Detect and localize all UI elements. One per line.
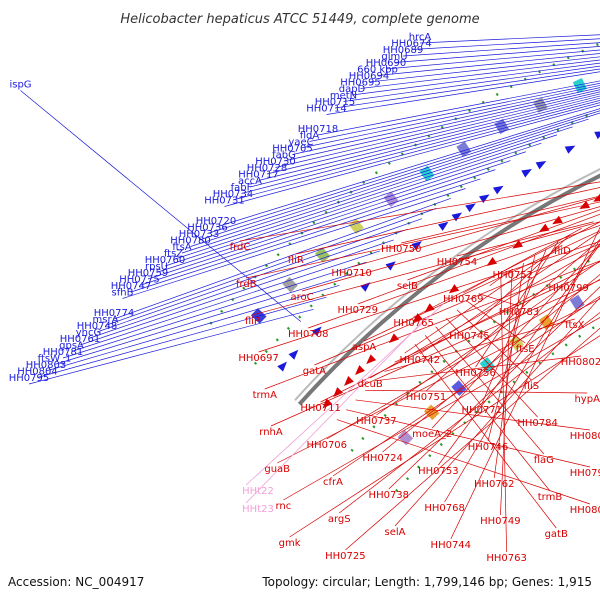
reverse-gene-label: selB xyxy=(397,281,418,292)
reverse-gene-arrow xyxy=(386,333,399,346)
reverse-gene-label: HH0745 xyxy=(449,331,490,342)
reverse-gene-arrow xyxy=(484,257,497,269)
reverse-gene-label: HH0762 xyxy=(474,479,515,490)
reverse-gene-label: trmB xyxy=(538,492,563,503)
reverse-gene-label: HH0754 xyxy=(437,257,478,268)
reverse-gene-label: HH0725 xyxy=(325,551,366,562)
forward-gene-arrow xyxy=(277,359,290,372)
reverse-gene-label: HH0769 xyxy=(443,294,484,305)
feature-tracks xyxy=(251,0,600,445)
reverse-gene-label: HH0744 xyxy=(431,540,472,551)
label-leader-line xyxy=(267,61,600,174)
reverse-gene-label: flaG xyxy=(534,455,554,466)
reverse-gene-label: ftsX xyxy=(565,320,584,331)
reverse-gene-label: trmA xyxy=(253,390,278,401)
label-leaders xyxy=(21,14,600,552)
reverse-gene-label: hypA xyxy=(574,394,600,405)
forward-gene-arrow xyxy=(565,142,578,154)
reverse-gene-label: selA xyxy=(385,527,406,538)
reverse-gene-label: HH0784 xyxy=(517,418,558,429)
reverse-gene-label: aroC xyxy=(290,292,313,303)
reverse-gene-label: HH0771 xyxy=(462,405,503,416)
reverse-gene-label: HH0697 xyxy=(238,353,279,364)
forward-gene-label: HH0795 xyxy=(9,373,50,384)
reverse-gene-label: HH0801 xyxy=(570,431,600,442)
label-leader-line xyxy=(271,110,600,426)
reverse-gene-label: moeA_2 xyxy=(412,429,452,440)
reverse-gene-label: fliS xyxy=(524,381,539,392)
reverse-gene-label: rnc xyxy=(276,501,292,512)
forward-gene-label: ispG xyxy=(9,80,31,91)
cog-block xyxy=(451,380,466,396)
reverse-gene-label: HH0750 xyxy=(381,244,422,255)
forward-gene-arrow xyxy=(493,182,506,194)
reverse-gene-label: aspA xyxy=(352,342,377,353)
reverse-gene-label: HH0765 xyxy=(393,318,434,329)
reverse-gene-arrow xyxy=(352,365,365,378)
reverse-gene-label: HH0799 xyxy=(548,283,589,294)
gene-labels: hrcAHH0674HH0689glmUHH0690660 kbpHH0694H… xyxy=(9,32,600,564)
reverse-gene-label: cfrA xyxy=(323,477,343,488)
label-leader-line xyxy=(21,91,301,322)
reverse-gene-label: gatB xyxy=(545,529,568,540)
reverse-gene-label: HH0729 xyxy=(338,305,379,316)
cog-block xyxy=(539,314,554,330)
reverse-gene-label: HH0783 xyxy=(499,307,540,318)
label-leader-line xyxy=(265,110,600,389)
forward-gene-arrow xyxy=(536,157,549,169)
reverse-gene-arrow xyxy=(341,376,354,389)
reverse-gene-label: HH0756 xyxy=(455,368,496,379)
label-leader-line xyxy=(365,390,587,393)
accession-text: Accession: NC_004917 xyxy=(8,575,144,589)
forward-gene-arrow xyxy=(521,166,534,178)
forward-gene-arrow xyxy=(289,347,302,360)
reverse-gene-label: HH0708 xyxy=(288,329,329,340)
reverse-gene-label: HH0746 xyxy=(468,442,509,453)
map-title: Helicobacter hepaticus ATCC 51449, compl… xyxy=(120,12,479,27)
forward-gene-label: sfhB xyxy=(112,288,134,299)
reverse-gene-label: gmk xyxy=(279,538,301,549)
reverse-gene-label: HH0724 xyxy=(362,453,403,464)
reverse-gene-label: HH0802 xyxy=(561,357,600,368)
reverse-gene-label: HH0706 xyxy=(307,440,348,451)
forward-gene-arrow xyxy=(594,128,600,140)
label-leader-line xyxy=(457,222,594,256)
reverse-gene-label: argS xyxy=(328,514,351,525)
reverse-gene-label: gatA xyxy=(303,366,326,377)
reverse-gene-label: HH0742 xyxy=(400,355,441,366)
forward-gene-label: HH0714 xyxy=(306,104,347,115)
reverse-gene-label: HH0711 xyxy=(300,403,341,414)
reverse-gene-label: HH0738 xyxy=(369,490,410,501)
reverse-gene-label: HH0710 xyxy=(331,268,372,279)
forward-gene-arrow xyxy=(465,200,478,212)
label-leader-line xyxy=(72,251,380,352)
forward-gene-label: HH0731 xyxy=(204,196,245,207)
reverse-gene-label: rnhA xyxy=(259,427,283,438)
reverse-gene-label: frdB xyxy=(236,279,257,290)
reverse-gene-label: HH0751 xyxy=(406,392,447,403)
rna-gene-label: HHt22 xyxy=(242,486,274,497)
reverse-gene-label: ftsE xyxy=(516,344,535,355)
reverse-gene-label: HH0797 xyxy=(570,468,600,479)
reverse-gene-label: guaB xyxy=(264,464,290,475)
reverse-gene-arrow xyxy=(363,354,376,367)
reverse-gene-label: HH0752 xyxy=(493,270,534,281)
reverse-gene-label: HH0737 xyxy=(356,416,397,427)
reverse-gene-label: HH0768 xyxy=(424,503,465,514)
reverse-gene-label: HH0763 xyxy=(486,553,527,564)
reverse-gene-label: HH0753 xyxy=(418,466,459,477)
reverse-gene-label: frdC xyxy=(230,242,251,253)
rna-gene-label: HHt23 xyxy=(242,504,274,515)
genome-summary-text: Topology: circular; Length: 1,799,146 bp… xyxy=(261,575,592,589)
reverse-gene-label: fliP xyxy=(245,316,260,327)
reverse-gene-label: fliR xyxy=(288,255,304,266)
reverse-gene-label: dcuB xyxy=(358,379,383,390)
reverse-gene-label: fliD xyxy=(554,246,571,257)
reverse-gene-label: HH0749 xyxy=(480,516,521,527)
reverse-gene-label: HH0809 xyxy=(570,505,600,516)
